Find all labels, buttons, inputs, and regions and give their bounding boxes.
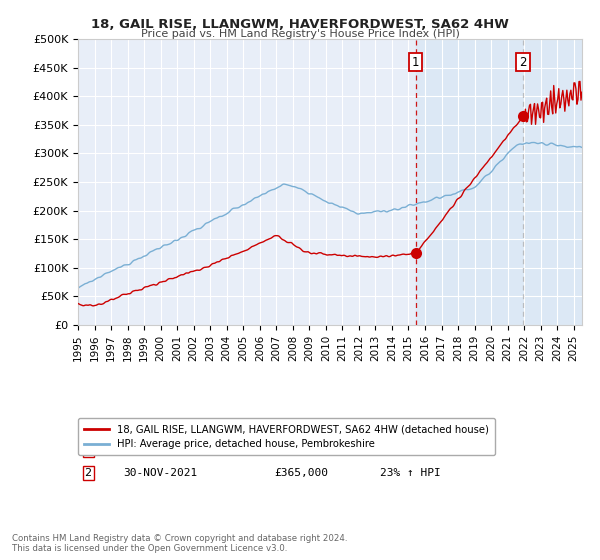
Legend: 18, GAIL RISE, LLANGWM, HAVERFORDWEST, SA62 4HW (detached house), HPI: Average p: 18, GAIL RISE, LLANGWM, HAVERFORDWEST, S… (78, 418, 495, 455)
Text: 18, GAIL RISE, LLANGWM, HAVERFORDWEST, SA62 4HW: 18, GAIL RISE, LLANGWM, HAVERFORDWEST, S… (91, 18, 509, 31)
Text: 12-JUN-2015: 12-JUN-2015 (124, 445, 197, 455)
Text: 40% ↓ HPI: 40% ↓ HPI (380, 445, 441, 455)
Text: Price paid vs. HM Land Registry's House Price Index (HPI): Price paid vs. HM Land Registry's House … (140, 29, 460, 39)
Text: 1: 1 (412, 55, 419, 68)
Bar (416, 39, 582, 325)
Text: 30-NOV-2021: 30-NOV-2021 (124, 468, 197, 478)
Text: 23% ↑ HPI: 23% ↑ HPI (380, 468, 441, 478)
Text: 1: 1 (85, 445, 92, 455)
Text: £365,000: £365,000 (275, 468, 329, 478)
Text: £125,000: £125,000 (275, 445, 329, 455)
Text: 2: 2 (85, 468, 92, 478)
Text: Contains HM Land Registry data © Crown copyright and database right 2024.
This d: Contains HM Land Registry data © Crown c… (12, 534, 347, 553)
Text: 2: 2 (519, 55, 527, 68)
